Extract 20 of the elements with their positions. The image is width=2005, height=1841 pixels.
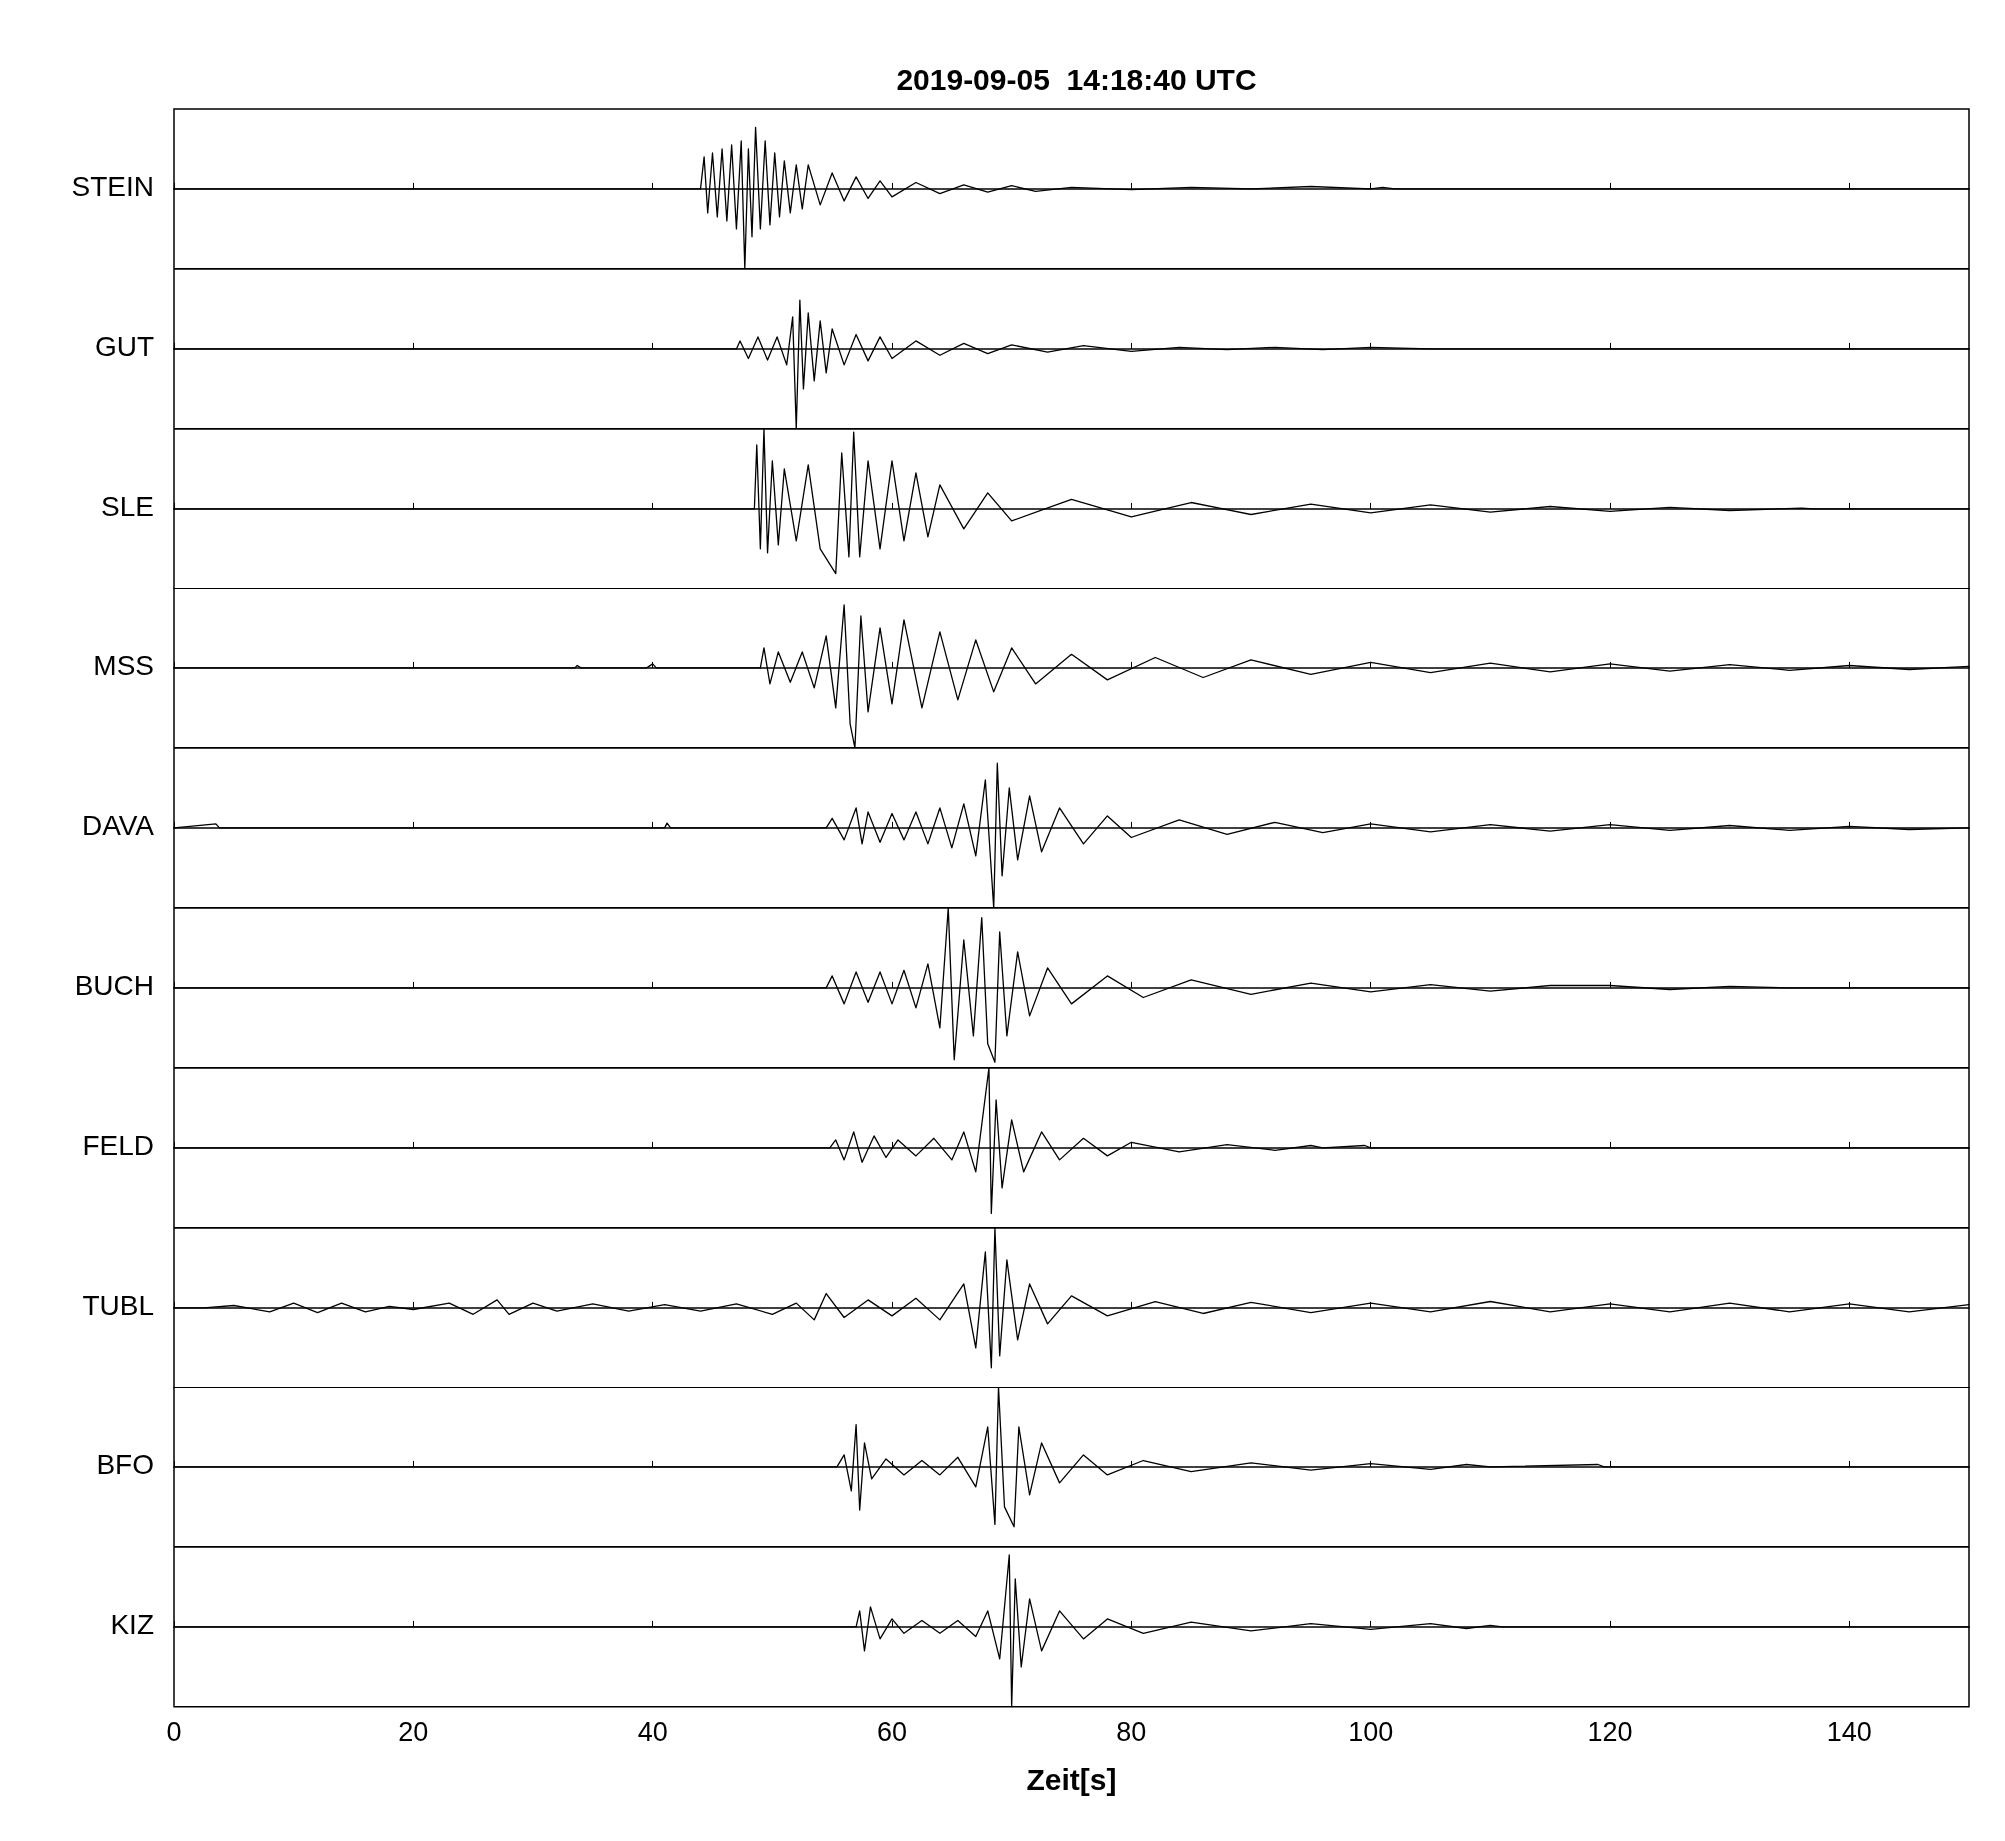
y-axis-title: FELD bbox=[82, 1130, 154, 1162]
y-axis-title: BUCH bbox=[74, 970, 154, 1002]
chart-title: 2019-09-05 14:18:40 UTC bbox=[896, 62, 1257, 96]
x-tick-label: 100 bbox=[1348, 1717, 1394, 1748]
x-tick-label: 60 bbox=[876, 1717, 908, 1748]
y-axis-title: DAVA bbox=[81, 810, 155, 842]
x-tick-label: 80 bbox=[1116, 1717, 1147, 1748]
x-tick-label: 20 bbox=[398, 1717, 429, 1748]
y-axis-title: MSS bbox=[93, 650, 154, 682]
y-axis-title: SLE bbox=[101, 490, 154, 522]
y-axis-title: BFO bbox=[96, 1449, 154, 1481]
y-axis-title: STEIN bbox=[71, 171, 154, 203]
x-tick-label: 40 bbox=[637, 1717, 668, 1748]
x-axis-title: Zeit[s] bbox=[1026, 1763, 1117, 1797]
y-axis-title: TUBL bbox=[82, 1289, 154, 1321]
x-tick-label: 140 bbox=[1826, 1717, 1872, 1748]
y-axis-title: KIZ bbox=[110, 1609, 154, 1641]
y-axis-title: GUT bbox=[94, 331, 154, 363]
x-tick-label: 0 bbox=[166, 1717, 182, 1748]
x-tick-label: 120 bbox=[1587, 1717, 1633, 1748]
